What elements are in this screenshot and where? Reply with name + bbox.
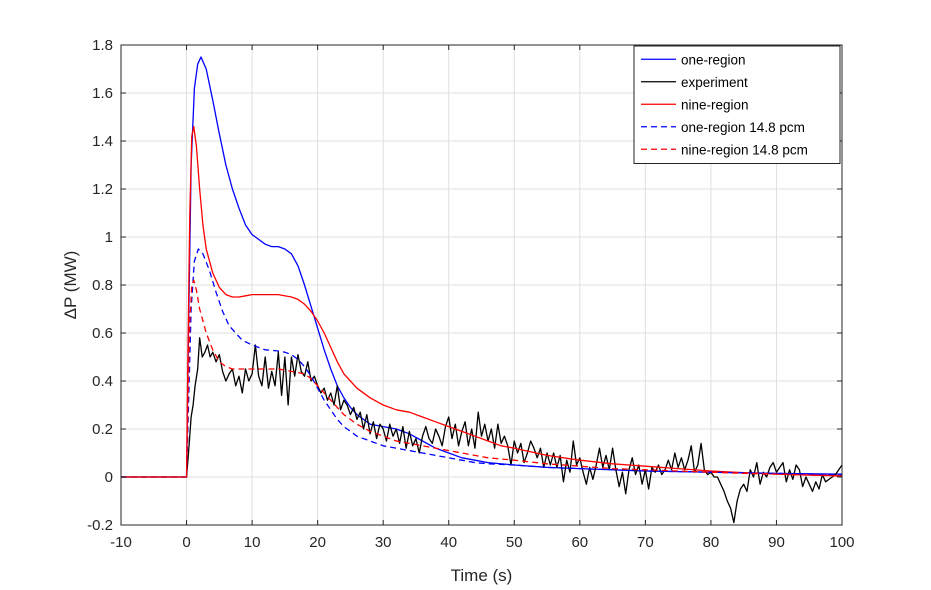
series-line-one-region-14-8-pcm [121,248,842,478]
x-tick-label: 40 [440,534,457,551]
series-line-nine-region [121,125,842,478]
x-tick-label: 90 [768,534,785,551]
series-layer [121,56,842,524]
x-tick-label: 100 [829,534,854,551]
legend-label: nine-region [681,97,749,112]
x-tick-label: 80 [703,534,720,551]
x-tick-label: 0 [182,534,190,551]
y-tick-label: -0.2 [87,517,113,534]
series-line-one-region [121,56,842,478]
series-line-nine-region-14-8-pcm [121,279,842,478]
y-tick-label: 1.8 [92,37,113,54]
x-tick-label: 10 [244,534,261,551]
y-tick-label: 1.2 [92,181,113,198]
y-tick-label: 1.6 [92,85,113,102]
x-tick-label: 70 [637,534,654,551]
x-tick-label: -10 [110,534,132,551]
x-tick-label: 30 [375,534,392,551]
legend: one-region experiment nine-region one-regio… [633,45,841,164]
y-tick-label: 0 [105,469,113,486]
y-axis-ticks: -0.2 0 0.2 0.4 0.6 0.8 1 1.2 1.4 1.6 1.8 [87,37,842,534]
y-tick-label: 0.6 [92,325,113,342]
x-tick-label: 20 [309,534,326,551]
y-tick-label: 0.8 [92,277,113,294]
legend-label: one-region 14.8 pcm [681,120,805,135]
legend-label: one-region [681,52,746,67]
y-axis-title: ΔP (MW) [61,251,80,320]
y-tick-label: 1 [105,229,113,246]
y-tick-label: 0.2 [92,421,113,438]
x-axis-ticks: -10 0 10 20 30 40 50 60 70 80 90 100 [110,45,855,551]
x-tick-label: 60 [571,534,588,551]
y-tick-label: 0.4 [92,373,113,390]
series-line-experiment [121,337,842,524]
x-axis-title: Time (s) [451,566,513,585]
x-tick-label: 50 [506,534,523,551]
legend-label: nine-region 14.8 pcm [681,142,808,157]
y-tick-label: 1.4 [92,133,113,150]
legend-label: experiment [681,75,748,90]
